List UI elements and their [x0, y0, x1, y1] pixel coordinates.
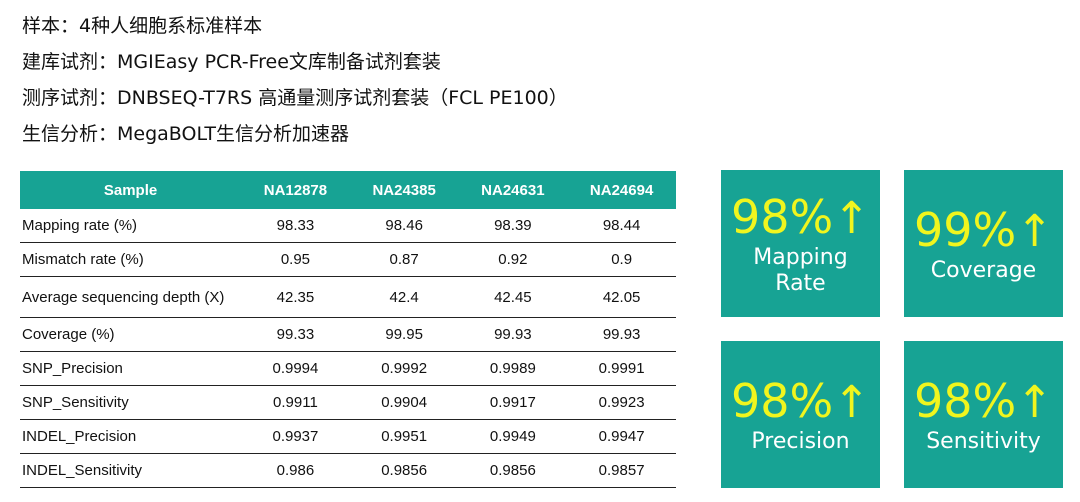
table-cell: 0.9856	[349, 453, 459, 488]
card-mapping-rate-label-1: Mapping	[753, 244, 848, 270]
row-label: Average sequencing depth (X)	[20, 276, 242, 318]
table-cell: 0.9991	[567, 351, 676, 386]
table-cell: 0.9857	[567, 453, 676, 488]
card-coverage: 99%↑ Coverage	[904, 170, 1063, 317]
table-header-row: Sample NA12878 NA24385 NA24631 NA24694	[20, 171, 676, 209]
up-arrow-icon: ↑	[1016, 376, 1054, 428]
table-cell: 0.9992	[349, 351, 459, 386]
header-na24694: NA24694	[567, 171, 676, 209]
info-sample-key: 样本：	[22, 15, 80, 37]
table-row: INDEL_Precision 0.9937 0.9951 0.9949 0.9…	[20, 419, 676, 454]
card-precision-value: 98%↑	[731, 375, 870, 429]
table-cell: 0.9917	[458, 385, 568, 420]
info-library-kit: 建库试剂：MGIEasy PCR-Free文库制备试剂套装	[22, 44, 568, 80]
table-row: Coverage (%) 99.33 99.95 99.93 99.93	[20, 317, 676, 352]
card-coverage-label: Coverage	[930, 257, 1037, 283]
info-sequencing-kit: 测序试剂：DNBSEQ-T7RS 高通量测序试剂套装（FCL PE100）	[22, 80, 568, 116]
table-cell: 0.9904	[349, 385, 459, 420]
metric-value: 98%	[913, 373, 1017, 428]
up-arrow-icon: ↑	[1016, 205, 1054, 257]
info-sample: 样本：4种人细胞系标准样本	[22, 8, 568, 44]
table-cell: 99.93	[458, 317, 568, 352]
card-mapping-rate-value: 98%↑	[731, 191, 870, 245]
table-cell: 42.35	[241, 276, 350, 318]
info-analysis: 生信分析：MegaBOLT生信分析加速器	[22, 116, 568, 152]
table-cell: 0.9911	[241, 385, 350, 420]
table-cell: 42.45	[458, 276, 568, 318]
table-cell: 98.44	[567, 209, 676, 243]
table-row: SNP_Sensitivity 0.9911 0.9904 0.9917 0.9…	[20, 385, 676, 420]
card-sensitivity-value: 98%↑	[914, 375, 1053, 429]
table-cell: 99.95	[349, 317, 459, 352]
info-library-kit-value: MGIEasy PCR-Free文库制备试剂套装	[117, 51, 441, 73]
info-analysis-value: MegaBOLT生信分析加速器	[117, 123, 350, 145]
card-sensitivity-label: Sensitivity	[926, 428, 1041, 454]
row-label: Mismatch rate (%)	[20, 242, 242, 277]
up-arrow-icon: ↑	[833, 376, 871, 428]
info-sequencing-kit-value: DNBSEQ-T7RS 高通量测序试剂套装（FCL PE100）	[117, 87, 568, 109]
table-row: SNP_Precision 0.9994 0.9992 0.9989 0.999…	[20, 351, 676, 386]
info-library-kit-key: 建库试剂：	[22, 51, 118, 73]
table-cell: 0.92	[458, 242, 568, 277]
metric-value: 98%	[730, 373, 834, 428]
up-arrow-icon: ↑	[833, 192, 871, 244]
results-table: Sample NA12878 NA24385 NA24631 NA24694 M…	[20, 171, 676, 488]
row-label: SNP_Precision	[20, 351, 242, 386]
row-label: SNP_Sensitivity	[20, 385, 242, 420]
table-row: Average sequencing depth (X) 42.35 42.4 …	[20, 276, 676, 318]
info-sample-value: 4种人细胞系标准样本	[79, 15, 263, 37]
card-precision: 98%↑ Precision	[721, 341, 880, 488]
info-analysis-key: 生信分析：	[22, 123, 118, 145]
table-cell: 0.9989	[458, 351, 568, 386]
table-cell: 0.9994	[241, 351, 350, 386]
experiment-info: 样本：4种人细胞系标准样本 建库试剂：MGIEasy PCR-Free文库制备试…	[22, 8, 568, 152]
row-label: Coverage (%)	[20, 317, 242, 352]
table-cell: 0.9951	[349, 419, 459, 454]
table-cell: 99.93	[567, 317, 676, 352]
table-cell: 0.9	[567, 242, 676, 277]
table-cell: 98.33	[241, 209, 350, 243]
table-cell: 0.9856	[458, 453, 568, 488]
row-label: INDEL_Sensitivity	[20, 453, 242, 488]
row-label: INDEL_Precision	[20, 419, 242, 454]
table-cell: 0.95	[241, 242, 350, 277]
card-coverage-value: 99%↑	[914, 204, 1053, 258]
table-cell: 0.9949	[458, 419, 568, 454]
metric-value: 98%	[730, 189, 834, 244]
row-label: Mapping rate (%)	[20, 209, 242, 243]
table-cell: 0.9937	[241, 419, 350, 454]
table-cell: 99.33	[241, 317, 350, 352]
table-cell: 0.986	[241, 453, 350, 488]
info-sequencing-kit-key: 测序试剂：	[22, 87, 118, 109]
header-na24631: NA24631	[458, 171, 568, 209]
metric-value: 99%	[913, 202, 1017, 257]
table-cell: 98.46	[349, 209, 459, 243]
table-cell: 0.9923	[567, 385, 676, 420]
table-cell: 0.9947	[567, 419, 676, 454]
table-row: INDEL_Sensitivity 0.986 0.9856 0.9856 0.…	[20, 453, 676, 488]
header-na12878: NA12878	[241, 171, 350, 209]
card-mapping-rate-label-2: Rate	[775, 270, 826, 296]
card-precision-label: Precision	[751, 428, 850, 454]
card-mapping-rate: 98%↑ Mapping Rate	[721, 170, 880, 317]
table-cell: 0.87	[349, 242, 459, 277]
table-row: Mapping rate (%) 98.33 98.46 98.39 98.44	[20, 209, 676, 243]
table-cell: 98.39	[458, 209, 568, 243]
table-cell: 42.05	[567, 276, 676, 318]
header-na24385: NA24385	[349, 171, 459, 209]
header-sample: Sample	[20, 171, 242, 209]
table-row: Mismatch rate (%) 0.95 0.87 0.92 0.9	[20, 242, 676, 277]
card-sensitivity: 98%↑ Sensitivity	[904, 341, 1063, 488]
table-cell: 42.4	[349, 276, 459, 318]
